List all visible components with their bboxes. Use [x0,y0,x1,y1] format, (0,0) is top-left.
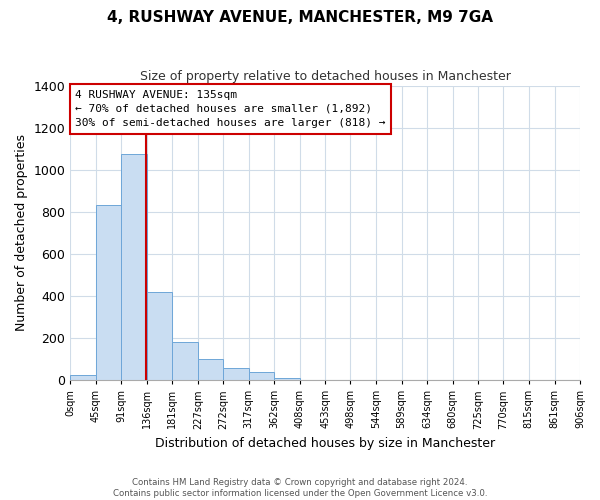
Bar [121,154,147,380]
X-axis label: Distribution of detached houses by size in Manchester: Distribution of detached houses by size … [155,437,495,450]
Bar [172,342,198,380]
Title: Size of property relative to detached houses in Manchester: Size of property relative to detached ho… [140,70,511,83]
Bar [70,375,95,380]
Bar [248,372,274,380]
Bar [274,378,300,380]
Text: Contains HM Land Registry data © Crown copyright and database right 2024.
Contai: Contains HM Land Registry data © Crown c… [113,478,487,498]
Bar [223,368,248,380]
Bar [95,206,121,380]
Bar [198,358,223,380]
Bar [147,292,172,380]
Text: 4, RUSHWAY AVENUE, MANCHESTER, M9 7GA: 4, RUSHWAY AVENUE, MANCHESTER, M9 7GA [107,10,493,25]
Text: 4 RUSHWAY AVENUE: 135sqm
← 70% of detached houses are smaller (1,892)
30% of sem: 4 RUSHWAY AVENUE: 135sqm ← 70% of detach… [76,90,386,128]
Y-axis label: Number of detached properties: Number of detached properties [15,134,28,332]
